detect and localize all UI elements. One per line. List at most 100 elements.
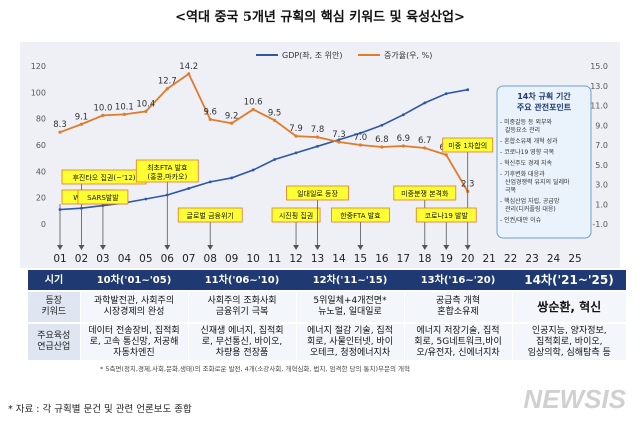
plan-box <box>496 85 592 239</box>
right-axis-tick: 5.0 <box>595 161 608 170</box>
x-axis-tick: 20 <box>461 253 474 265</box>
event-label: 후진타오 집권(~'12) <box>72 173 135 182</box>
gdp-point <box>144 197 148 201</box>
event-arrowhead <box>164 245 171 250</box>
plan-box-item: - 혼합소유제 개혁 성과 <box>500 137 558 145</box>
gdp-point <box>359 131 362 135</box>
table-cell: 5위일체+4개전면* 뉴노멀, 일대일로 <box>295 290 404 323</box>
gdp-point <box>273 158 276 161</box>
x-axis-tick: 25 <box>568 253 581 265</box>
growth-point <box>251 107 255 112</box>
watermark-logo: NEWSIS <box>523 384 626 414</box>
plan-box-item: - 기후변화 대응과 산업경쟁력 유지의 딜레마 극복 <box>500 170 570 194</box>
growth-data-label: 10.6 <box>244 97 263 107</box>
event-box <box>271 207 321 223</box>
growth-data-label: 10.0 <box>93 103 112 113</box>
table-cell: 공급측 개혁 혼합소유제 <box>403 290 512 323</box>
table-header-row: 시기 10차('01~'05) 11차('06~'10) 12차('11~'15… <box>28 270 626 291</box>
gdp-point <box>337 138 341 142</box>
event-box <box>177 207 243 223</box>
keyword-row: 등장 키워드 과학발전관, 사회주의 시장경제의 완성 사회주의 조화사회 금융… <box>28 290 626 323</box>
growth-data-label: 7.8 <box>311 125 325 135</box>
x-axis-tick: 22 <box>504 253 517 265</box>
table-header-cell: 시기 <box>28 270 80 291</box>
x-axis-tick: 21 <box>482 253 495 265</box>
plan-box-item: - 코로나19 영향 극복 <box>500 148 555 156</box>
growth-point <box>79 122 84 126</box>
event-arrowhead <box>293 245 300 250</box>
event-arrowhead <box>421 245 428 250</box>
table-cell: 사회주의 조화사회 금융위기 극복 <box>187 290 296 323</box>
growth-point <box>294 134 298 138</box>
x-axis-tick: 09 <box>225 253 238 265</box>
growth-data-label: 7.9 <box>289 124 303 134</box>
x-axis-tick: 05 <box>139 253 152 265</box>
gdp-point <box>230 176 234 180</box>
row-label: 주요육성 연급산업 <box>28 322 80 360</box>
event-box <box>331 207 390 223</box>
left-axis-tick: 80 <box>36 115 46 124</box>
growth-data-label: 10.4 <box>136 99 155 109</box>
gdp-point <box>444 92 448 96</box>
x-axis-tick: 07 <box>182 253 195 265</box>
growth-data-label: 10.1 <box>115 102 134 112</box>
plan-box-title: 14차 규획 기간 <box>517 91 571 101</box>
gdp-point <box>187 187 191 190</box>
gdp-point <box>208 180 212 184</box>
left-axis-tick: 60 <box>36 141 46 150</box>
plan-box-title: 주요 관전포인트 <box>517 102 572 112</box>
x-axis-tick: 16 <box>375 253 389 265</box>
growth-data-label: 7.3 <box>332 130 346 140</box>
event-arrowhead <box>78 245 85 250</box>
right-axis-tick: 1.0 <box>595 200 608 209</box>
growth-point <box>401 144 405 148</box>
plan-table: 시기 10차('01~'05) 11차('06~'10) 12차('11~'15… <box>28 270 626 360</box>
growth-data-label: 9.6 <box>203 107 217 117</box>
plan-box-item: - 핵심산업 자립, 공급망 관리(디커플링 대응) <box>500 197 560 213</box>
footnote: * 5측면(정치,경제,사회,문화,생태)의 조화로운 발전, 4개(소강사회,… <box>100 365 411 373</box>
source-note: * 자료 : 각 규획별 문건 및 관련 언론보도 종합 <box>8 404 192 415</box>
table-cell: 데이터 전송장비, 집적회 로, 고속 통신망, 저공해 자동차엔진 <box>79 322 188 360</box>
x-axis-tick: 03 <box>96 253 109 265</box>
event-label: 글로벌 금융위기 <box>187 211 234 220</box>
x-axis-tick: 19 <box>440 253 453 265</box>
event-label: 일대일로 등장 <box>297 189 338 198</box>
chart: 020406080100120-1.01.03.05.07.09.011.013… <box>31 50 608 265</box>
growth-data-label: 9.1 <box>75 112 89 122</box>
left-axis-tick: 40 <box>36 167 46 176</box>
gdp-point <box>401 113 405 117</box>
growth-point <box>380 145 384 149</box>
row-label: 등장 키워드 <box>28 290 80 323</box>
growth-point <box>358 143 363 147</box>
gdp-point <box>380 123 384 127</box>
event-arrowhead <box>314 245 321 250</box>
x-axis-tick: 13 <box>311 253 324 265</box>
x-axis-tick: 11 <box>268 253 281 265</box>
growth-data-label: 6.8 <box>375 135 389 145</box>
x-axis-tick: 06 <box>161 253 175 265</box>
event-arrowhead <box>99 245 106 250</box>
event-label: 한중FTA 발효 <box>340 211 381 220</box>
page-title: <역대 중국 5개년 규획의 핵심 키워드 및 육성산업> <box>175 10 465 25</box>
right-axis-tick: -1.0 <box>592 220 608 229</box>
event-label: 미중분쟁 본격화 <box>401 189 449 198</box>
left-axis-tick: 100 <box>31 88 46 97</box>
left-axis-tick: 20 <box>36 194 46 203</box>
growth-point <box>337 140 341 144</box>
table-header-cell: 10차('01~'05) <box>80 270 188 291</box>
legend-label-growth: 증가율(우, %) <box>384 51 432 60</box>
right-axis-tick: 13.0 <box>590 82 608 91</box>
table-header-cell: 11차('06~'10) <box>188 270 296 291</box>
event-box <box>77 189 129 205</box>
growth-point <box>230 121 234 125</box>
gdp-point <box>423 101 427 105</box>
growth-point <box>144 109 148 114</box>
event-label: (홍콩,마카오) <box>147 172 187 181</box>
growth-point <box>272 118 277 122</box>
left-axis-tick: 120 <box>31 62 46 71</box>
legend-label-gdp: GDP(좌, 조 위안) <box>282 50 343 60</box>
event-box <box>393 185 457 201</box>
x-axis-tick: 02 <box>75 253 88 265</box>
event-arrowhead <box>357 245 364 250</box>
gdp-point <box>294 151 298 155</box>
